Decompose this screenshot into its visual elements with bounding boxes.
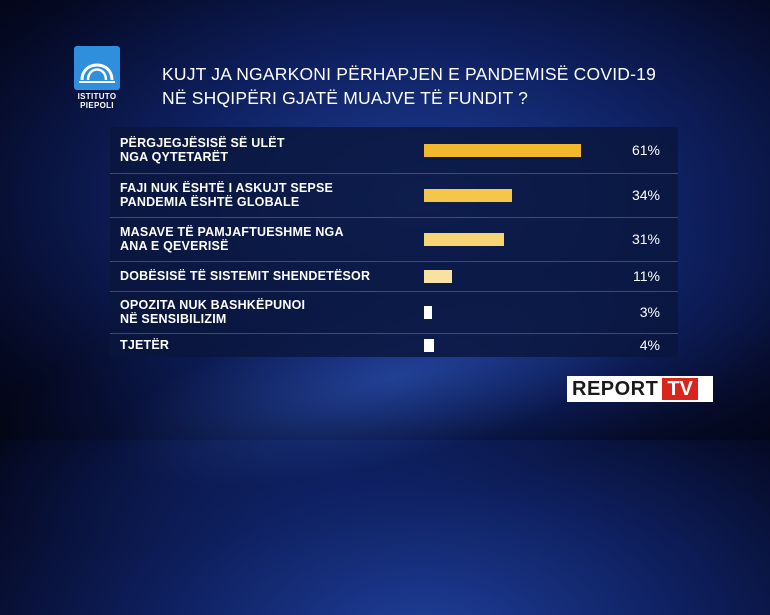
- report-tv-logo: REPORT TV: [567, 376, 713, 402]
- brand-tv-text: TV: [662, 378, 698, 400]
- chart-row: FAJI NUK ËSHTË I ASKUJT SEPSE PANDEMIA Ë…: [110, 173, 678, 218]
- bar: [424, 189, 512, 202]
- value-label: 4%: [639, 337, 660, 353]
- chart-title: KUJT JA NGARKONI PËRHAPJEN E PANDEMISË C…: [162, 62, 656, 110]
- logo-arch-icon: [79, 63, 115, 83]
- logo-text-line1: ISTITUTO: [77, 92, 117, 101]
- chart-title-line2: NË SHQIPËRI GJATË MUAJVE TË FUNDIT ?: [162, 88, 529, 108]
- chart-row: MASAVE TË PAMJAFTUESHME NGA ANA E QEVERI…: [110, 217, 678, 262]
- category-label: PËRGJEGJËSISË SË ULËT NGA QYTETARËT: [120, 136, 285, 164]
- chart-row: DOBËSISË TË SISTEMIT SHENDETËSOR 11%: [110, 261, 678, 292]
- logo-text-line2: PIEPOLI: [80, 101, 114, 110]
- value-label: 11%: [633, 268, 660, 284]
- chart-row: OPOZITA NUK BASHKËPUNOI NË SENSIBILIZIM 3…: [110, 291, 678, 334]
- bar: [424, 144, 581, 157]
- chart-panel: PËRGJEGJËSISË SË ULËT NGA QYTETARËT 61% FA…: [110, 127, 678, 357]
- brand-report-text: REPORT: [572, 377, 659, 400]
- value-label: 61%: [631, 142, 660, 158]
- value-label: 34%: [631, 187, 660, 203]
- category-label: OPOZITA NUK BASHKËPUNOI NË SENSIBILIZIM: [120, 298, 306, 326]
- chart-row: PËRGJEGJËSISË SË ULËT NGA QYTETARËT 61%: [110, 127, 678, 174]
- value-label: 31%: [631, 231, 660, 247]
- bar: [424, 306, 432, 319]
- value-label: 3%: [639, 304, 660, 320]
- bar: [424, 233, 504, 246]
- bar: [424, 339, 434, 352]
- istituto-piepoli-logo: ISTITUTO PIEPOLI: [74, 46, 120, 112]
- logo-mark: [74, 46, 120, 90]
- category-label: DOBËSISË TË SISTEMIT SHENDETËSOR: [120, 269, 371, 283]
- chart-title-line1: KUJT JA NGARKONI PËRHAPJEN E PANDEMISË C…: [162, 64, 656, 84]
- bar: [424, 270, 452, 283]
- category-label: MASAVE TË PAMJAFTUESHME NGA ANA E QEVERI…: [120, 225, 344, 253]
- chart-row: TJETËR 4%: [110, 333, 678, 357]
- category-label: TJETËR: [120, 338, 170, 352]
- category-label: FAJI NUK ËSHTË I ASKUJT SEPSE PANDEMIA Ë…: [120, 181, 334, 209]
